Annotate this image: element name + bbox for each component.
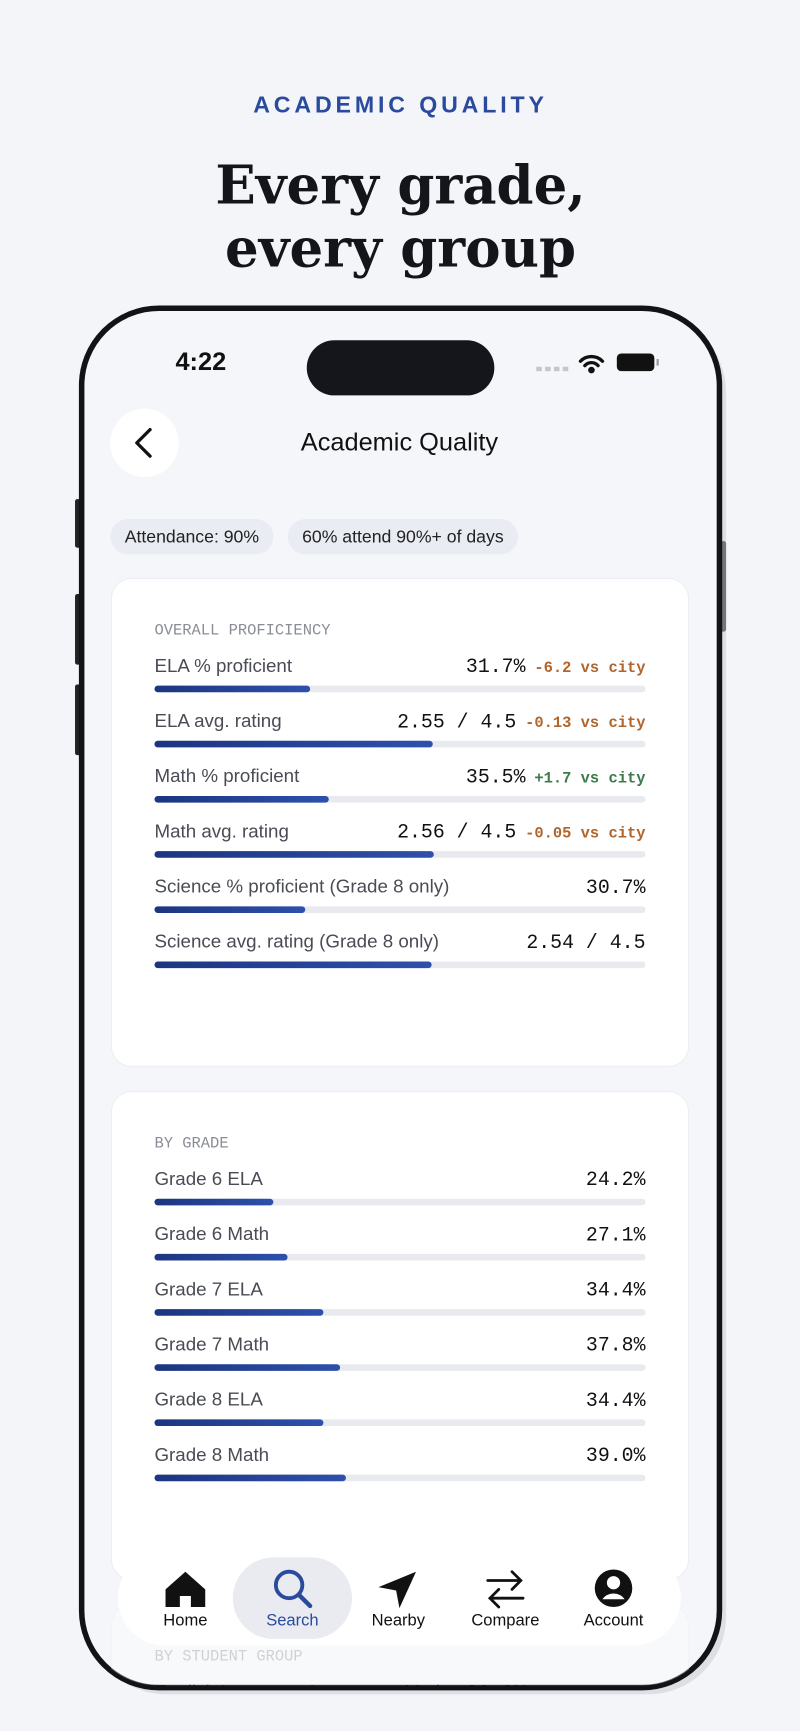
tab-label[interactable]: Nearby — [372, 1611, 426, 1630]
screen: 4:22 Academic Quality Attendance: 90% 60%… — [110, 340, 690, 1704]
bar — [154, 1364, 341, 1371]
row-value: 2.54 / 4.5 — [526, 931, 645, 954]
row-value: 30.7% — [586, 876, 646, 899]
row-label: Grade 6 ELA — [154, 1168, 263, 1189]
card — [110, 578, 690, 1067]
row-value: 2.55 / 4.5 — [397, 710, 516, 733]
sections: OVERALL PROFICIENCY ELA % proficient -6.2 … — [110, 578, 690, 1704]
section-card: OVERALL PROFICIENCY ELA % proficient -6.2 … — [110, 578, 690, 1067]
tab-items: Home Search Nearby Compare Account — [163, 1557, 644, 1640]
tab-icon — [486, 1570, 525, 1609]
bar — [154, 961, 432, 969]
row-label: Science % proficient (Grade 8 only) — [154, 876, 449, 897]
bar — [154, 740, 433, 748]
section-heading: BY GRADE — [154, 1135, 228, 1153]
row-value: 34.4% — [586, 1389, 646, 1412]
screen-title: Academic Quality — [301, 429, 499, 457]
tab-icon — [378, 1571, 416, 1609]
tab-icon — [273, 1569, 313, 1609]
row-label: Math % proficient — [154, 765, 300, 786]
eyebrow: ACADEMIC QUALITY — [253, 91, 548, 117]
row-value: 34.4% — [586, 1279, 646, 1302]
signal-icon — [536, 366, 569, 372]
tab-label[interactable]: Search — [266, 1611, 318, 1630]
bar — [154, 685, 311, 693]
bar — [154, 851, 434, 858]
row-label: Grade 7 ELA — [154, 1278, 263, 1299]
row-label: ELA avg. rating — [154, 710, 281, 731]
bar — [154, 906, 306, 913]
delta: +1.7 vs city — [534, 769, 645, 787]
back-icon — [135, 427, 152, 458]
bar — [154, 1253, 288, 1261]
battery-icon — [616, 353, 659, 372]
chip-text: Attendance: 90% — [125, 526, 260, 546]
delta: -2.2 vs city — [534, 1685, 645, 1703]
bar — [154, 1309, 324, 1316]
row-value: 23.9% — [466, 1681, 526, 1704]
chips: Attendance: 90% 60% attend 90%+ of days — [110, 519, 518, 555]
chip — [110, 519, 274, 555]
section-card: BY GRADE Grade 6 ELA 24.2% Grade 6 Math 27.1… — [110, 1091, 690, 1580]
row-value: 31.7% — [466, 655, 526, 678]
row-value: 2.56 / 4.5 — [397, 821, 516, 844]
bar — [154, 1198, 274, 1206]
bar — [154, 1474, 346, 1482]
tab-icon — [594, 1569, 633, 1608]
row-label: Grade 8 ELA — [154, 1389, 263, 1410]
row-label: Grade 8 Math — [154, 1444, 269, 1465]
section-heading: BY STUDENT GROUP — [154, 1648, 302, 1666]
row-label: ELA % proficient — [154, 655, 292, 676]
section-heading: OVERALL PROFICIENCY — [154, 622, 330, 640]
tab-label[interactable]: Account — [584, 1611, 644, 1630]
row-value: 35.5% — [466, 765, 526, 788]
tab-icon — [165, 1571, 206, 1608]
row-label: Science avg. rating (Grade 8 only) — [154, 931, 439, 952]
delta: -0.13 vs city — [525, 714, 645, 732]
headline: every group — [225, 218, 576, 280]
row-label: Grade 6 Math — [154, 1223, 269, 1244]
row-label: Math avg. rating — [154, 820, 288, 841]
row-label: Grade 7 Math — [154, 1333, 269, 1354]
bar — [154, 1419, 324, 1427]
back-button[interactable] — [110, 408, 179, 478]
status-time: 4:22 — [175, 348, 226, 376]
row-value: 37.8% — [586, 1334, 646, 1357]
chip — [287, 519, 518, 555]
chip-text: 60% attend 90%+ of days — [302, 526, 504, 546]
delta: -0.05 vs city — [525, 825, 645, 843]
bar-track — [154, 1198, 646, 1206]
row-value: 24.2% — [586, 1168, 646, 1191]
bar — [154, 795, 329, 803]
headline: Every grade, — [215, 155, 585, 217]
row-value: 27.1% — [586, 1223, 646, 1246]
delta: -6.2 vs city — [534, 659, 645, 677]
dynamic-island — [306, 340, 495, 396]
tab-label[interactable]: Compare — [471, 1611, 539, 1630]
tab-label[interactable]: Home — [163, 1611, 207, 1630]
wifi-icon — [578, 354, 605, 374]
row-value: 39.0% — [586, 1444, 646, 1467]
row-label: English Language Learners – Math — [154, 1681, 446, 1702]
